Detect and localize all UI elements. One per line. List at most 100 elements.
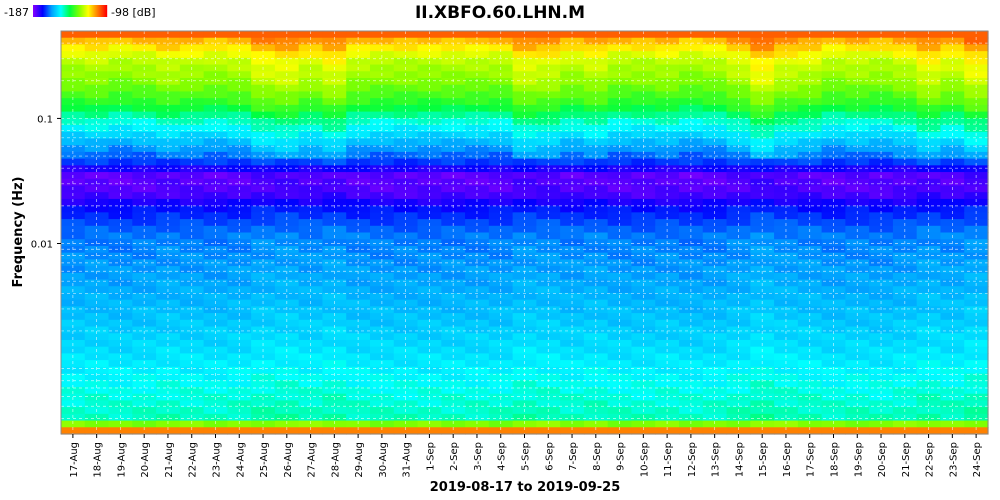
heatmap-cell xyxy=(774,259,799,267)
heatmap-cell xyxy=(774,37,799,46)
heatmap-cell xyxy=(750,198,775,207)
y-tick-label: 0.1 xyxy=(37,114,53,125)
heatmap-cell xyxy=(679,386,704,395)
heatmap-cell xyxy=(108,145,133,153)
heatmap-cell xyxy=(726,319,751,328)
heatmap-cell xyxy=(797,252,823,260)
heatmap-cell xyxy=(797,259,823,267)
heatmap-cell xyxy=(251,266,276,274)
heatmap-cell xyxy=(631,51,656,59)
heatmap-cell xyxy=(869,91,894,99)
heatmap-cell xyxy=(393,420,419,428)
heatmap-cell xyxy=(322,333,347,341)
heatmap-cell xyxy=(441,313,466,321)
heatmap-cell xyxy=(750,252,775,260)
heatmap-cell xyxy=(465,366,490,375)
heatmap-cell xyxy=(750,98,775,106)
heatmap-cell xyxy=(465,326,490,334)
colorbar-step xyxy=(74,5,76,17)
heatmap-cell xyxy=(702,272,728,281)
heatmap-cell xyxy=(322,319,347,328)
heatmap-cell xyxy=(940,420,965,428)
heatmap-cell xyxy=(203,319,228,328)
heatmap-cell xyxy=(132,380,157,388)
heatmap-cell xyxy=(512,319,537,328)
heatmap-cell xyxy=(132,326,157,334)
heatmap-cell xyxy=(274,380,300,388)
heatmap-cell xyxy=(821,44,846,52)
heatmap-cell xyxy=(916,37,942,46)
heatmap-cell xyxy=(679,420,704,428)
heatmap-cell xyxy=(441,272,466,281)
colorbar-step xyxy=(93,5,95,17)
heatmap-cell xyxy=(84,51,110,59)
heatmap-cell xyxy=(132,31,157,39)
heatmap-cell xyxy=(869,380,894,388)
heatmap-cell xyxy=(797,326,823,334)
heatmap-cell xyxy=(512,145,537,153)
colorbar-max-label: -98 [dB] xyxy=(111,6,156,19)
heatmap-cell xyxy=(892,373,918,381)
heatmap-cell xyxy=(797,51,823,59)
heatmap-cell xyxy=(251,420,276,428)
heatmap-cell xyxy=(845,165,870,173)
colorbar-step xyxy=(71,5,73,17)
heatmap-cell xyxy=(346,427,371,435)
heatmap-cell xyxy=(346,51,371,59)
heatmap-cell xyxy=(370,145,395,153)
heatmap-cell xyxy=(536,212,561,220)
colorbar-step xyxy=(62,5,64,17)
heatmap-cell xyxy=(108,272,133,281)
heatmap-cell xyxy=(61,333,86,341)
colorbar-step xyxy=(70,5,72,17)
heatmap-cell xyxy=(560,306,585,314)
heatmap-cell xyxy=(940,373,965,381)
heatmap-cell xyxy=(346,198,371,207)
heatmap-cell xyxy=(203,138,228,146)
heatmap-cell xyxy=(916,84,942,93)
heatmap-cell xyxy=(441,266,466,274)
heatmap-cell xyxy=(964,386,989,395)
heatmap-cell xyxy=(940,326,965,334)
heatmap-cell xyxy=(61,44,86,52)
heatmap-cell xyxy=(512,205,537,213)
heatmap-cell xyxy=(108,366,133,375)
heatmap-cell xyxy=(108,91,133,99)
heatmap-cell xyxy=(726,386,751,395)
heatmap-cell xyxy=(750,212,775,220)
heatmap-cell xyxy=(274,326,300,334)
heatmap-cell xyxy=(583,198,609,207)
heatmap-cell xyxy=(750,37,775,46)
heatmap-cell xyxy=(940,266,965,274)
heatmap-cell xyxy=(916,319,942,328)
heatmap-cell xyxy=(845,366,870,375)
heatmap-cell xyxy=(203,272,228,281)
x-tick-label: 26-Aug xyxy=(283,442,294,478)
heatmap-cell xyxy=(108,51,133,59)
heatmap-cell xyxy=(274,420,300,428)
heatmap-cell xyxy=(631,158,656,166)
heatmap-cell xyxy=(797,427,823,435)
heatmap-cell xyxy=(940,98,965,106)
heatmap-cell xyxy=(726,313,751,321)
heatmap-cell xyxy=(655,373,680,381)
heatmap-cell xyxy=(322,138,347,146)
heatmap-cell xyxy=(512,333,537,341)
heatmap-cell xyxy=(560,427,585,435)
heatmap-cell xyxy=(726,98,751,106)
heatmap-cell xyxy=(179,84,205,93)
heatmap-cell xyxy=(370,205,395,213)
heatmap-cell xyxy=(607,266,633,274)
heatmap-cell xyxy=(679,319,704,328)
heatmap-cell xyxy=(465,313,490,321)
heatmap-cell xyxy=(61,380,86,388)
heatmap-cell xyxy=(370,91,395,99)
heatmap-cell xyxy=(84,306,110,314)
heatmap-cell xyxy=(774,386,799,395)
heatmap-cell xyxy=(702,31,728,39)
heatmap-cell xyxy=(583,44,609,52)
heatmap-cell xyxy=(583,326,609,334)
heatmap-cell xyxy=(132,333,157,341)
heatmap-cell xyxy=(512,98,537,106)
